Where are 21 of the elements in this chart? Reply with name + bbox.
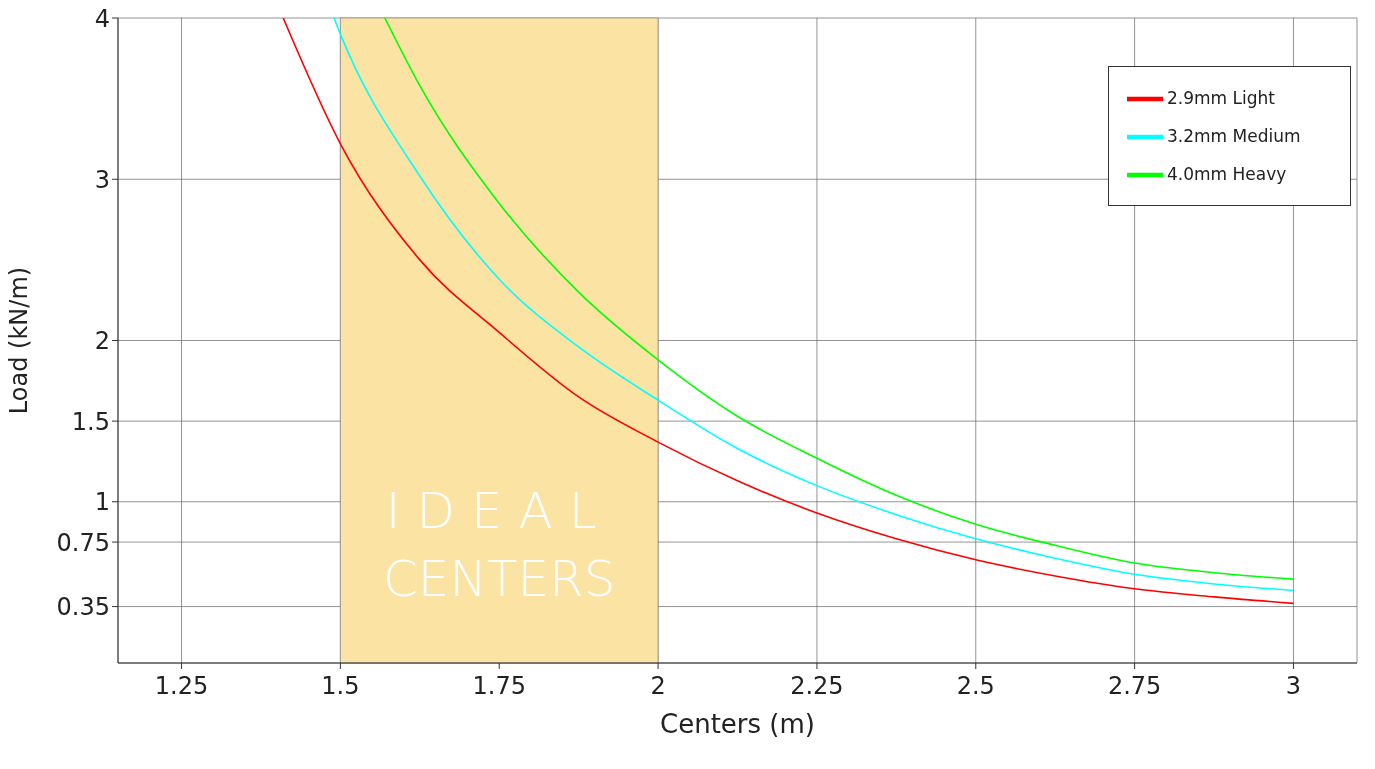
x-tick-label: 1.25 xyxy=(154,672,209,701)
x-axis-title: Centers (m) xyxy=(660,709,815,739)
x-tick-label: 1.75 xyxy=(472,672,526,701)
y-axis-title: Load (kN/m) xyxy=(4,266,33,415)
y-tick-label: 2 xyxy=(94,327,110,356)
x-tick-label: 2 xyxy=(650,672,666,701)
y-tick-label: 1 xyxy=(94,488,110,517)
y-tick-label: 0.35 xyxy=(56,593,110,622)
y-tick-label: 1.5 xyxy=(71,407,110,436)
legend-label: 4.0mm Heavy xyxy=(1167,164,1287,184)
x-tick-label: 2.25 xyxy=(790,672,844,701)
x-tick-label: 2.5 xyxy=(956,672,995,701)
x-tick-label: 3 xyxy=(1285,672,1302,701)
legend-label: 2.9mm Light xyxy=(1167,88,1275,108)
y-tick-label: 4 xyxy=(94,4,110,33)
band-label: IDEAL CENTERS xyxy=(382,481,616,608)
x-tick-label: 2.75 xyxy=(1107,672,1162,701)
legend-label: 3.2mm Medium xyxy=(1167,126,1301,146)
y-tick-label: 0.75 xyxy=(56,528,110,557)
x-tick-label: 1.5 xyxy=(321,672,360,701)
y-tick-label: 3 xyxy=(94,165,110,194)
